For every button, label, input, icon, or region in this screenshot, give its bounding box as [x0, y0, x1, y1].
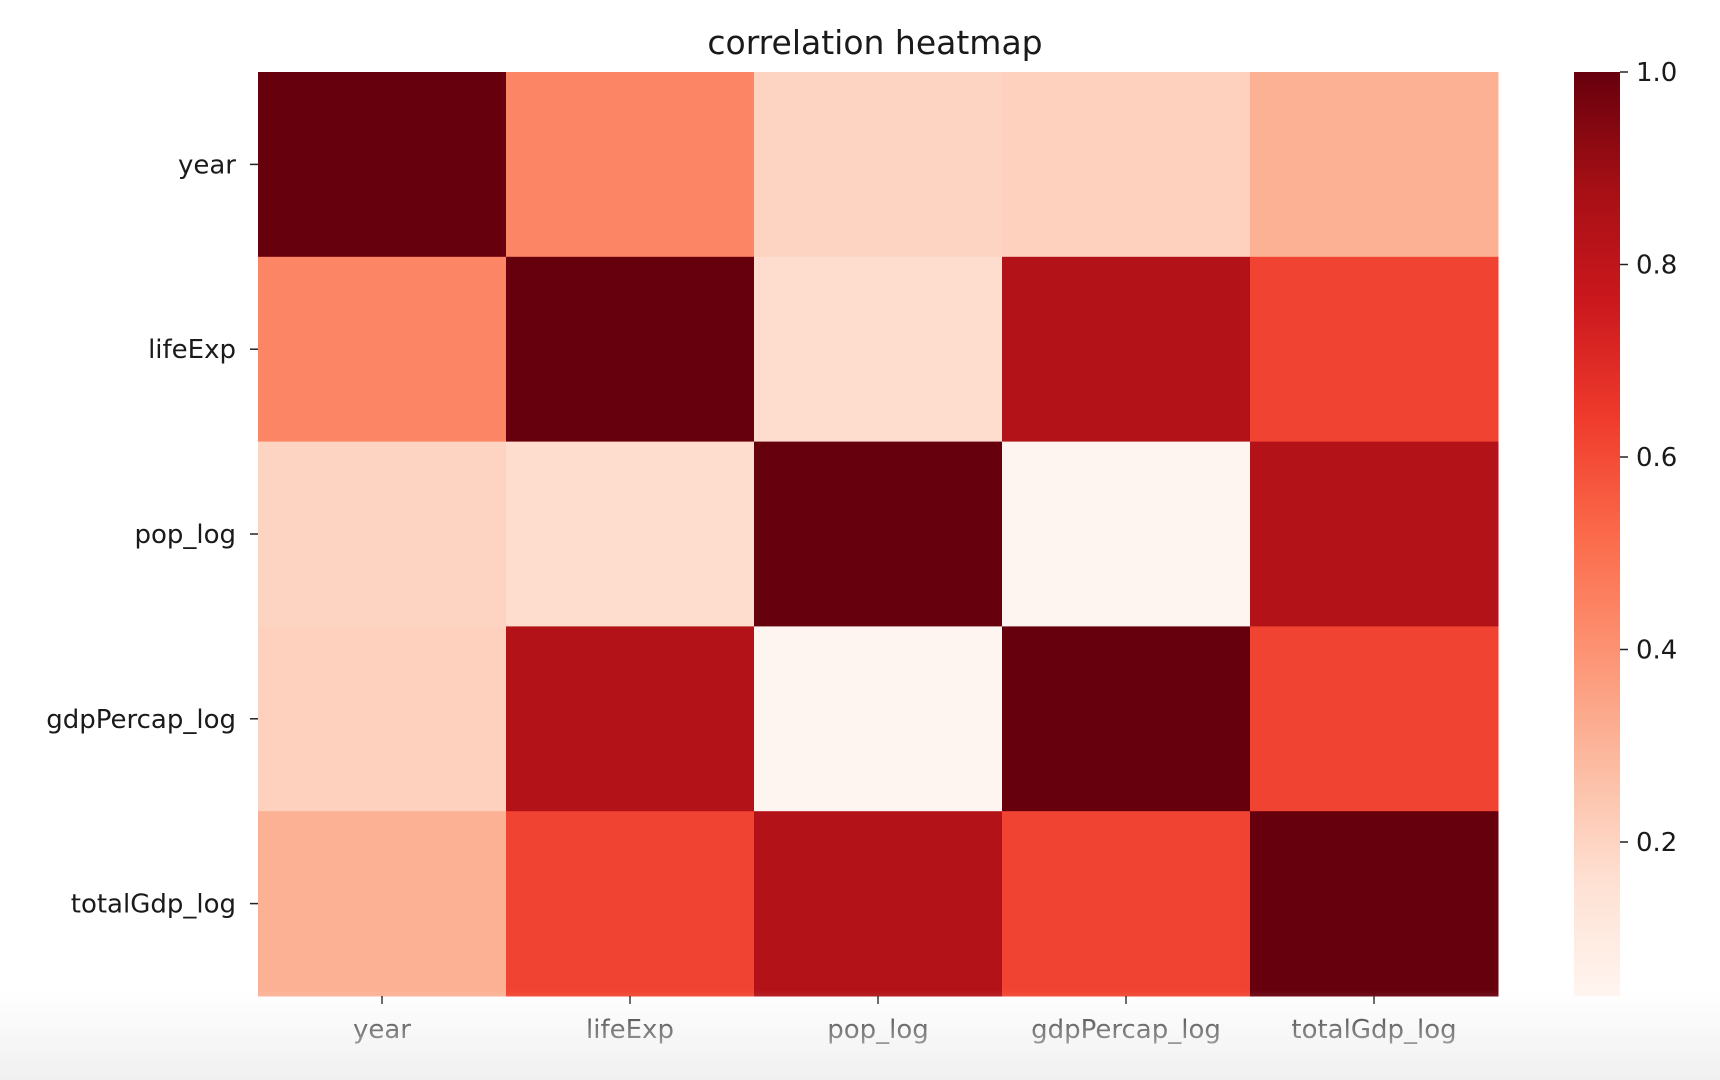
colorbar-tick-label: 0.8 — [1636, 251, 1677, 281]
heatmap-cell-pop_log-year — [258, 441, 507, 627]
heatmap-cell-gdpPercap_log-lifeExp — [506, 626, 755, 812]
x-tick-label: pop_log — [827, 1015, 929, 1045]
heatmap-cell-totalGdp_log-lifeExp — [506, 811, 755, 997]
heatmap-cell-totalGdp_log-totalGdp_log — [1250, 811, 1499, 997]
y-tick-label: year — [178, 150, 236, 180]
heatmap-cell-lifeExp-pop_log — [754, 256, 1003, 443]
heatmap-cell-lifeExp-lifeExp — [506, 256, 755, 443]
heatmap-cell-year-lifeExp — [506, 72, 755, 258]
colorbar-tick-label: 0.2 — [1636, 828, 1677, 858]
chart-title: correlation heatmap — [707, 23, 1042, 62]
y-tick-label: pop_log — [134, 520, 236, 550]
heatmap-cell-year-year — [258, 72, 507, 258]
y-tick-label: lifeExp — [148, 335, 236, 365]
y-tick-label: gdpPercap_log — [46, 705, 236, 735]
heatmap-cell-gdpPercap_log-pop_log — [754, 626, 1003, 812]
colorbar: 0.2 0.4 0.6 0.8 1.0 — [1574, 58, 1677, 996]
x-tick-label: lifeExp — [586, 1015, 674, 1045]
heatmap-cell-gdpPercap_log-totalGdp_log — [1250, 626, 1499, 812]
heatmap-cell-gdpPercap_log-year — [258, 626, 507, 812]
heatmap-cell-pop_log-gdpPercap_log — [1002, 441, 1251, 627]
column-labels: year lifeExp pop_log gdpPercap_log totalGdp_… — [353, 996, 1457, 1045]
heatmap-cell-gdpPercap_log-gdpPercap_log — [1002, 626, 1251, 812]
colorbar-gradient — [1574, 72, 1620, 996]
y-tick-label: totalGdp_log — [71, 890, 236, 920]
colorbar-tick-label: 0.6 — [1636, 443, 1677, 473]
x-tick-label: totalGdp_log — [1291, 1015, 1456, 1045]
heatmap-cell-year-pop_log — [754, 72, 1003, 258]
heatmap-cell-year-gdpPercap_log — [1002, 72, 1251, 258]
heatmap-cell-totalGdp_log-gdpPercap_log — [1002, 811, 1251, 997]
heatmap-cell-lifeExp-totalGdp_log — [1250, 256, 1499, 443]
heatmap-cell-totalGdp_log-year — [258, 811, 507, 997]
colorbar-tick-label: 1.0 — [1636, 58, 1677, 88]
heatmap-cell-totalGdp_log-pop_log — [754, 811, 1003, 997]
x-tick-label: year — [353, 1015, 411, 1045]
heatmap-cell-year-totalGdp_log — [1250, 72, 1499, 258]
heatmap-cells — [258, 72, 1499, 997]
heatmap-cell-pop_log-totalGdp_log — [1250, 441, 1499, 627]
x-tick-label: gdpPercap_log — [1031, 1015, 1221, 1045]
colorbar-tick-label: 0.4 — [1636, 636, 1677, 666]
heatmap-cell-pop_log-pop_log — [754, 441, 1003, 627]
heatmap-cell-lifeExp-gdpPercap_log — [1002, 256, 1251, 443]
row-labels: year lifeExp pop_log gdpPercap_log totalGdp_… — [46, 150, 258, 920]
heatmap-cell-pop_log-lifeExp — [506, 441, 755, 627]
heatmap-cell-lifeExp-year — [258, 256, 507, 443]
